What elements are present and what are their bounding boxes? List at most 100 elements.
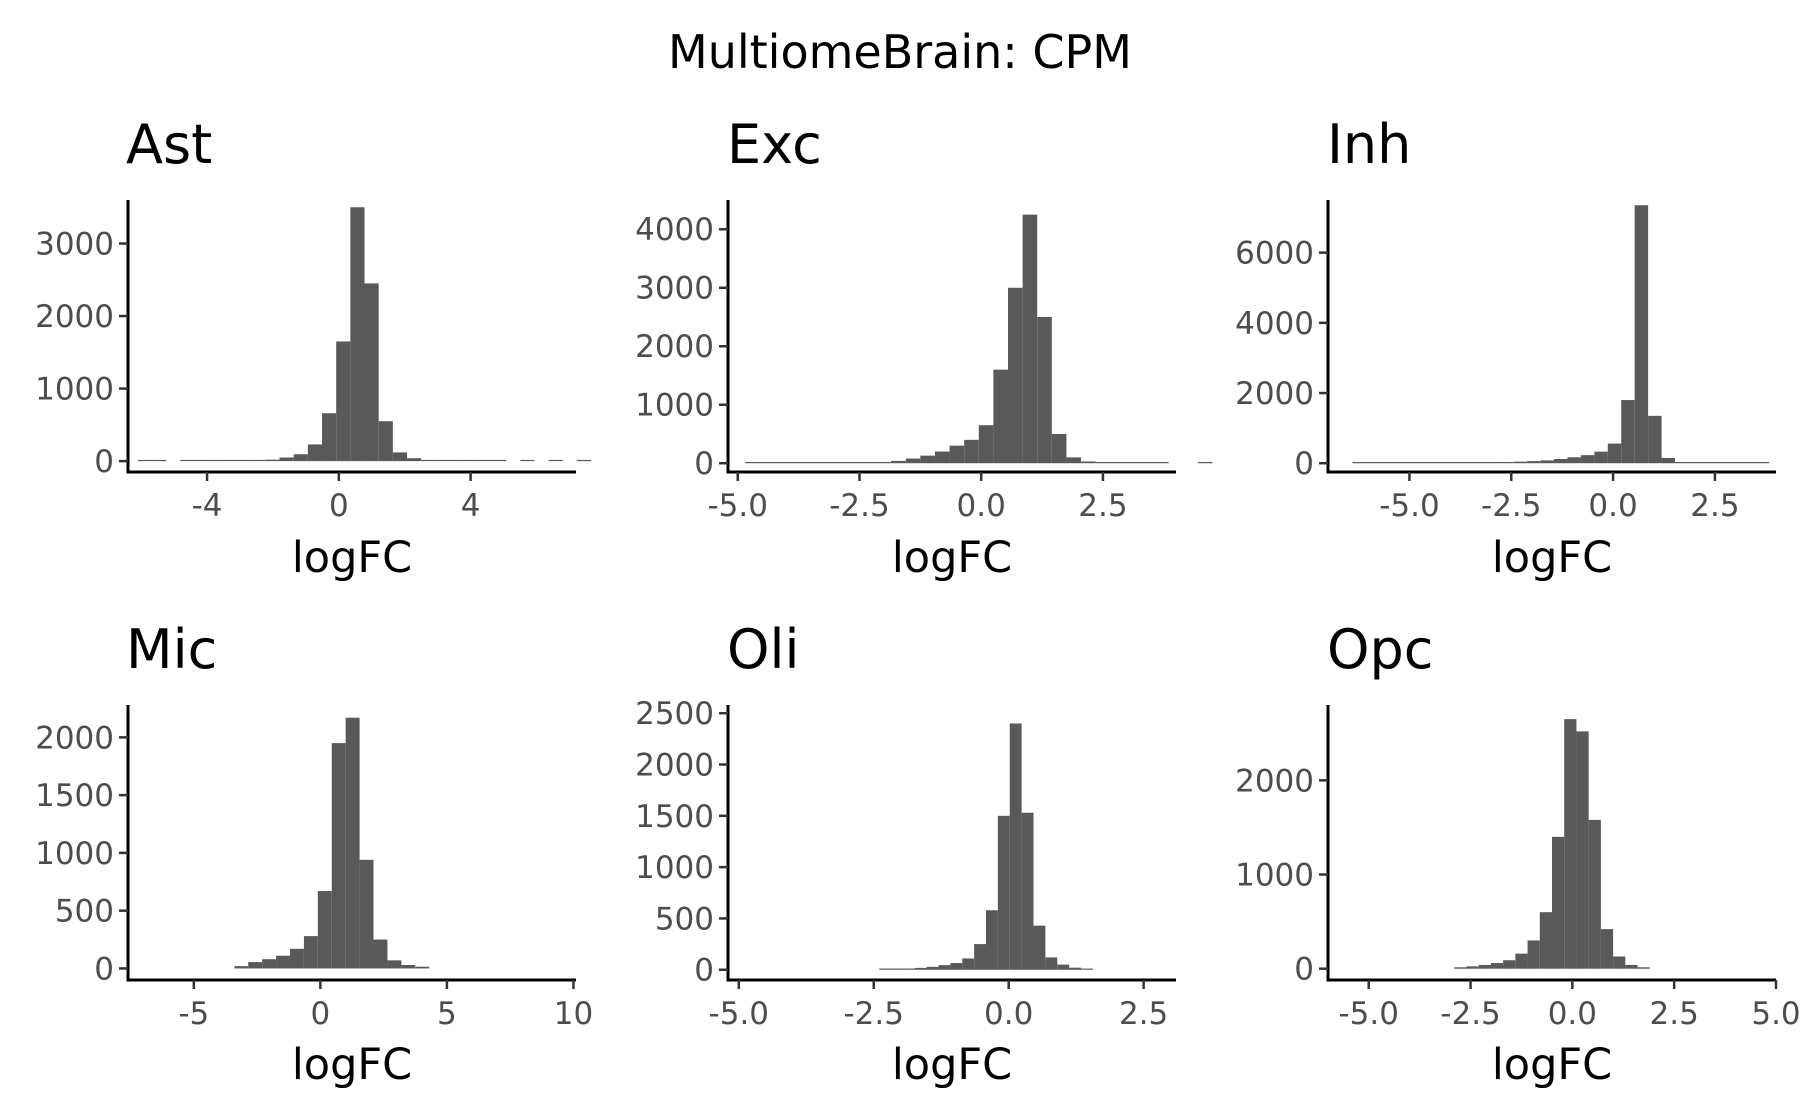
histogram-bar xyxy=(350,207,365,462)
y-tick-label: 0 xyxy=(94,444,114,480)
histogram-bar xyxy=(1728,462,1743,464)
y-tick-label: 1000 xyxy=(35,372,114,408)
x-tick-label: -5 xyxy=(178,996,209,1032)
y-tick-label: 6000 xyxy=(1235,236,1314,272)
histogram-bar xyxy=(1069,967,1082,970)
histogram-bar xyxy=(938,965,951,970)
histogram-bar xyxy=(548,459,563,462)
histogram-bar xyxy=(194,459,209,462)
histogram-bar xyxy=(1564,719,1577,969)
histogram-bar xyxy=(265,459,280,462)
panel-inh: Inh 0 2000 4000 6000 -5.0 -2.5 0.0 2.5 logFC xyxy=(1235,113,1776,583)
histogram-bar xyxy=(1139,462,1155,464)
histogram-bar xyxy=(1688,462,1702,464)
histogram-bar xyxy=(1580,455,1595,464)
histogram-bar xyxy=(950,963,963,970)
histogram-bar xyxy=(1110,462,1125,464)
histogram-bar xyxy=(986,910,998,970)
histogram-bar xyxy=(262,959,277,969)
histogram-bar xyxy=(926,966,939,970)
histogram-bar xyxy=(1009,723,1022,970)
histogram-bar xyxy=(891,460,906,464)
x-tick-label: 0 xyxy=(310,996,330,1032)
x-tick-label: 0.0 xyxy=(957,488,1006,524)
x-tick-label: 0.0 xyxy=(984,996,1033,1032)
histogram-bar xyxy=(307,444,323,462)
histogram-bar xyxy=(902,968,915,970)
histogram-bar xyxy=(1352,462,1366,464)
histogram-bar xyxy=(276,955,290,969)
x-tick-label: 5.0 xyxy=(1751,996,1800,1032)
histogram-bar xyxy=(1433,462,1447,464)
histogram-bar xyxy=(152,459,167,462)
histogram-bar xyxy=(1674,462,1689,464)
x-axis-label: logFC xyxy=(892,533,1012,583)
histogram-bar xyxy=(745,462,760,464)
histogram-bar xyxy=(1500,462,1514,464)
histogram-bar xyxy=(1661,457,1675,464)
x-axis-label: logFC xyxy=(1492,1040,1612,1090)
x-tick-label: 0.0 xyxy=(1548,996,1597,1032)
histogram-bar xyxy=(1392,462,1407,464)
x-tick-label: 10 xyxy=(554,996,593,1032)
histogram-bar xyxy=(1503,960,1516,969)
panel-title: Inh xyxy=(1327,113,1411,176)
histogram-bar xyxy=(1539,912,1552,969)
histogram-bar xyxy=(449,459,464,462)
histogram-bar xyxy=(1588,819,1601,969)
histogram-bar xyxy=(1742,462,1756,464)
histogram-bar xyxy=(237,459,252,462)
histogram-bar xyxy=(832,462,848,464)
x-axis-label: logFC xyxy=(292,1040,412,1090)
histogram-bar xyxy=(1095,462,1111,464)
histogram-bar xyxy=(1486,462,1501,464)
histogram-bar xyxy=(1051,433,1067,464)
histogram-bar xyxy=(387,960,402,969)
x-tick-label: -2.5 xyxy=(843,996,904,1032)
histogram-bar xyxy=(759,462,775,464)
y-tick-label: 0 xyxy=(694,953,714,989)
histogram-bar xyxy=(1124,462,1140,464)
histogram-bar xyxy=(1057,964,1070,970)
x-tick-label: 2.5 xyxy=(1650,996,1699,1032)
y-tick-label: 1500 xyxy=(35,778,114,814)
histogram-bar xyxy=(1576,731,1589,969)
histogram-bar xyxy=(1513,461,1528,464)
histogram-bar xyxy=(463,459,478,462)
y-tick-label: 1000 xyxy=(1235,858,1314,894)
histogram-bar xyxy=(322,413,337,462)
histogram-bar xyxy=(1037,316,1052,464)
histogram-bar xyxy=(401,964,416,969)
histogram-bar xyxy=(1527,940,1540,969)
y-tick-label: 0 xyxy=(1294,952,1314,988)
histogram-bar xyxy=(1527,461,1541,464)
histogram-bar xyxy=(364,283,379,462)
histogram-bar xyxy=(993,369,1008,464)
histogram-bar xyxy=(435,459,450,462)
x-tick-label: -2.5 xyxy=(1481,488,1542,524)
x-tick-label: -4 xyxy=(192,488,223,524)
histogram-bar xyxy=(974,944,987,970)
histogram-bar xyxy=(861,462,877,464)
histogram-bar xyxy=(1625,964,1638,969)
panel-mic: Mic 0 500 1000 1500 2000 -5 0 5 10 logFC xyxy=(35,618,593,1090)
y-tick-label: 0 xyxy=(1294,446,1314,482)
histogram-bar xyxy=(962,958,975,970)
panel-exc: Exc 0 1000 2000 3000 4000 -5.0 -2.5 0.0 2.5 logF… xyxy=(635,113,1213,583)
histogram-bar xyxy=(1081,461,1096,464)
histogram-bar xyxy=(1473,462,1487,464)
histogram-bar xyxy=(378,421,393,462)
histogram-bar xyxy=(1607,443,1622,464)
panel-title: Ast xyxy=(126,113,212,176)
histogram-bar xyxy=(421,459,436,462)
x-tick-label: -5.0 xyxy=(1338,996,1399,1032)
histogram-bar xyxy=(1515,953,1528,969)
x-tick-label: 2.5 xyxy=(1690,488,1739,524)
y-tick-label: 2000 xyxy=(35,299,114,335)
y-tick-label: 4000 xyxy=(1235,306,1314,342)
histogram-bar xyxy=(222,459,238,462)
histogram-bar xyxy=(1490,963,1504,969)
y-tick-label: 1500 xyxy=(635,799,714,835)
histogram-bar xyxy=(359,859,374,969)
